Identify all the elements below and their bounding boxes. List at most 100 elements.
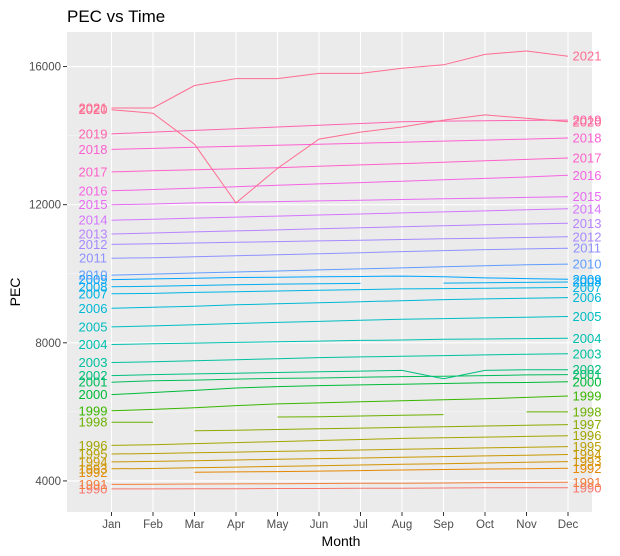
series-label-right: 1996 bbox=[573, 428, 602, 443]
x-tick-label: Jan bbox=[102, 519, 121, 531]
series-label-left: 2016 bbox=[79, 183, 108, 198]
series-label-right: 2014 bbox=[573, 201, 602, 216]
series-label-left: 2006 bbox=[79, 301, 108, 316]
series-label-right: 2002 bbox=[573, 362, 602, 377]
series-label-right: 2020 bbox=[573, 114, 602, 129]
series-label-left: 2019 bbox=[79, 126, 108, 141]
series-label-right: 2017 bbox=[573, 151, 602, 166]
series-line-1991 bbox=[111, 481, 569, 485]
series-label-left: 2005 bbox=[79, 319, 108, 334]
series-label-right: 2011 bbox=[573, 241, 601, 256]
x-tick-label: Sep bbox=[433, 519, 453, 531]
x-tick-label: Apr bbox=[227, 519, 245, 531]
series-label-left: 2004 bbox=[79, 337, 108, 352]
y-axis-title: PEC bbox=[7, 278, 23, 307]
series-line-2020 bbox=[111, 109, 569, 204]
series-line-1997 bbox=[194, 424, 569, 432]
series-label-left: 1994 bbox=[79, 454, 108, 469]
series-label-right: 1991 bbox=[573, 475, 602, 490]
series-line-2014 bbox=[111, 208, 569, 221]
x-tick-label: Oct bbox=[476, 519, 495, 531]
series-label-left: 1992 bbox=[79, 465, 108, 480]
series-label-right: 2000 bbox=[573, 374, 602, 389]
series-label-left: 2008 bbox=[79, 279, 108, 294]
series-label-right: 1997 bbox=[573, 417, 602, 432]
series-line-1992 bbox=[194, 467, 569, 473]
series-line-1999 bbox=[111, 395, 569, 412]
x-tick-label: Feb bbox=[143, 519, 163, 531]
series-line-2013 bbox=[111, 222, 569, 235]
series-line-2011 bbox=[111, 247, 569, 259]
series-label-right: 1990 bbox=[573, 480, 602, 495]
series-line-1993 bbox=[111, 461, 569, 470]
series-line-2012 bbox=[111, 236, 569, 245]
series-label-left: 2013 bbox=[79, 227, 108, 242]
series-label-left: 2000 bbox=[79, 387, 108, 402]
series-label-right: 2007 bbox=[573, 280, 602, 295]
y-tick-label: 8000 bbox=[35, 338, 61, 350]
series-label-left: 2003 bbox=[79, 355, 108, 370]
series-line-2009 bbox=[111, 275, 569, 281]
series-label-left: 2002 bbox=[79, 368, 108, 383]
series-label-left: 2015 bbox=[79, 197, 108, 212]
series-label-left: 2011 bbox=[79, 251, 107, 266]
x-tick-label: Dec bbox=[558, 519, 579, 531]
series-line-2001 bbox=[111, 374, 569, 383]
series-label-left: 2007 bbox=[79, 286, 108, 301]
series-label-right: 1993 bbox=[573, 454, 602, 469]
y-tick-label: 4000 bbox=[35, 476, 61, 488]
x-tick-label: Mar bbox=[185, 519, 205, 531]
series-line-2019 bbox=[111, 119, 569, 135]
series-label-left: 2018 bbox=[79, 142, 108, 157]
series-label-left: 1991 bbox=[79, 477, 108, 492]
series-line-1995 bbox=[111, 446, 569, 455]
series-label-right: 1994 bbox=[573, 447, 602, 462]
x-axis-title: Month bbox=[322, 533, 361, 549]
series-line-2002 bbox=[111, 369, 568, 380]
series-line-2016 bbox=[111, 174, 569, 192]
plot-panel bbox=[67, 32, 592, 512]
series-label-right: 2010 bbox=[573, 257, 602, 272]
y-tick-label: 12000 bbox=[29, 200, 61, 212]
y-tick-label: 16000 bbox=[29, 62, 61, 74]
series-line-2004 bbox=[111, 337, 569, 345]
series-label-left: 2001 bbox=[79, 375, 108, 390]
x-tick-label: Jun bbox=[310, 519, 329, 531]
series-label-right: 2005 bbox=[573, 309, 602, 324]
series-label-left: 2014 bbox=[79, 213, 108, 228]
series-line-2021 bbox=[111, 50, 569, 109]
x-tick-label: May bbox=[267, 519, 289, 531]
series-line-2005 bbox=[111, 316, 569, 328]
series-label-right: 1998 bbox=[573, 404, 602, 419]
series-label-left: 2012 bbox=[79, 237, 108, 252]
series-label-right: 1999 bbox=[573, 388, 602, 403]
series-label-right: 2006 bbox=[573, 290, 602, 305]
series-label-left: 2017 bbox=[79, 164, 108, 179]
series-label-right: 2008 bbox=[573, 275, 602, 290]
series-label-right: 1992 bbox=[573, 461, 602, 476]
series-label-left: 2020 bbox=[79, 102, 108, 117]
x-tick-label: Jul bbox=[353, 519, 368, 531]
series-line-2000 bbox=[111, 381, 569, 396]
series-label-left: 1998 bbox=[79, 415, 108, 430]
x-tick-label: Aug bbox=[392, 519, 412, 531]
series-label-left: 2021 bbox=[79, 100, 108, 115]
chart-title: PEC vs Time bbox=[67, 7, 165, 26]
series-label-right: 1995 bbox=[573, 439, 602, 454]
series-line-2006 bbox=[111, 297, 569, 309]
series-label-right: 2001 bbox=[573, 367, 602, 382]
series-lines bbox=[111, 50, 569, 490]
series-label-right: 2018 bbox=[573, 131, 602, 146]
series-line-2018 bbox=[111, 137, 569, 150]
series-label-right: 2012 bbox=[573, 229, 602, 244]
series-label-right: 2019 bbox=[573, 113, 602, 128]
series-label-right: 2021 bbox=[573, 49, 602, 64]
series-label-right: 2016 bbox=[573, 168, 602, 183]
series-line-1996 bbox=[111, 435, 569, 446]
series-label-left: 1999 bbox=[79, 403, 108, 418]
series-line-1994 bbox=[111, 454, 569, 463]
series-label-right: 2004 bbox=[573, 331, 602, 346]
series-line-2015 bbox=[111, 196, 569, 206]
